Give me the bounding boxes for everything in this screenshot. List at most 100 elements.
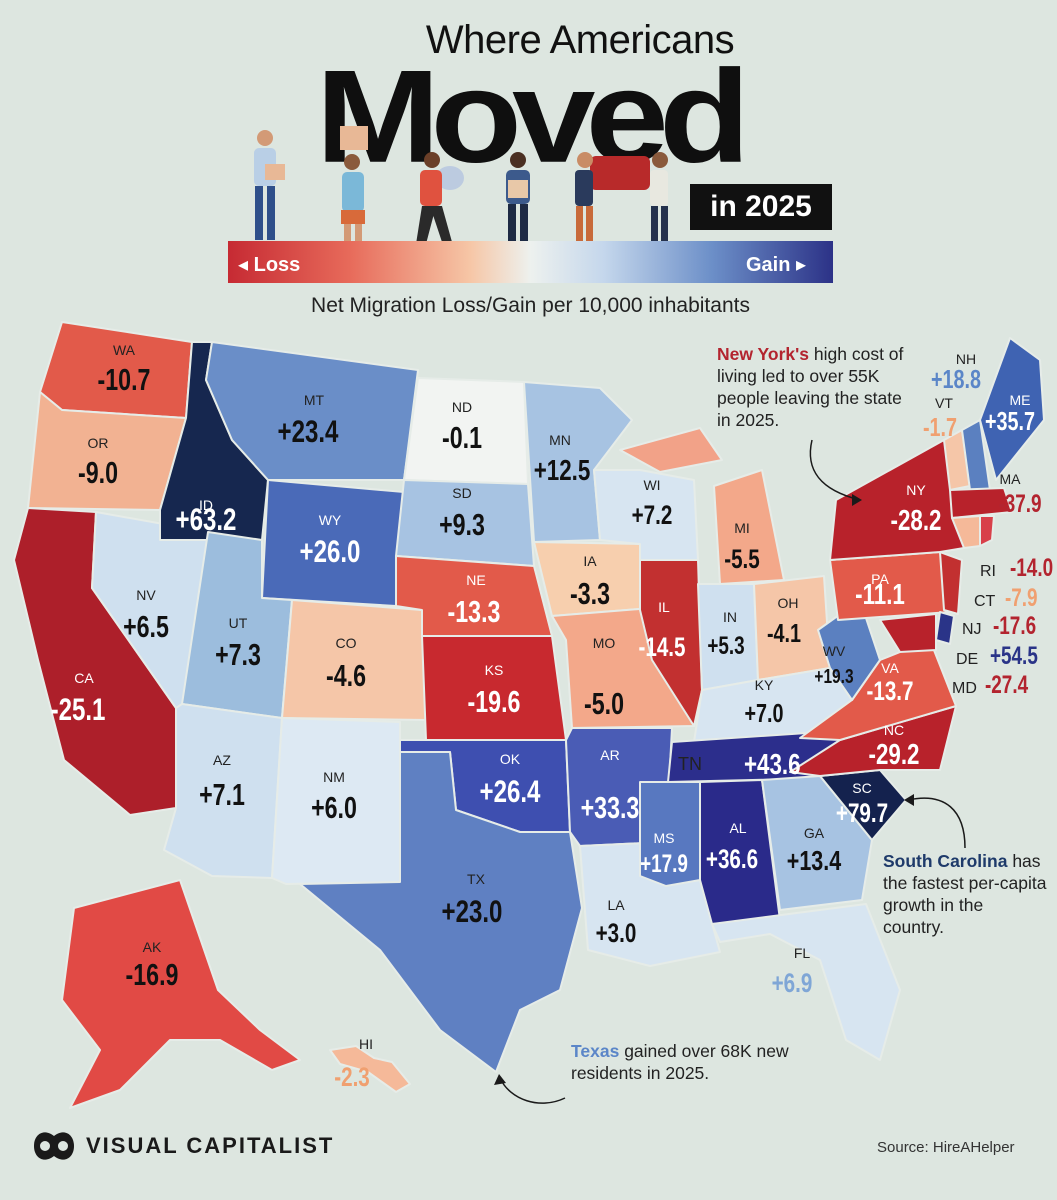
state-abbr-sc: SC — [852, 780, 871, 796]
state-value-ms: +17.9 — [640, 850, 688, 878]
state-ri — [979, 515, 995, 547]
state-ms — [639, 781, 701, 887]
state-value-mo: -5.0 — [584, 687, 624, 721]
tx-annotation-text: gained over 68K new residents in 2025. — [571, 1041, 789, 1083]
ny-annotation-highlight: New York's — [717, 344, 810, 364]
state-abbr-mt: MT — [304, 392, 325, 408]
state-abbr-md: MD — [952, 680, 977, 697]
state-value-ok: +26.4 — [480, 774, 541, 809]
state-abbr-vt: VT — [935, 395, 953, 411]
state-abbr-az: AZ — [213, 752, 231, 768]
state-abbr-wi: WI — [643, 477, 660, 493]
state-abbr-wa: WA — [113, 342, 136, 358]
state-abbr-hi: HI — [359, 1036, 373, 1052]
state-abbr-la: LA — [607, 897, 625, 913]
state-ga — [761, 775, 873, 911]
state-value-wi: +7.2 — [632, 500, 673, 530]
person-with-box-2-icon — [340, 126, 368, 242]
state-value-nd: -0.1 — [442, 421, 482, 455]
state-value-pa: -11.1 — [855, 577, 905, 611]
state-value-il: -14.5 — [638, 632, 685, 662]
state-value-wa: -10.7 — [98, 363, 151, 397]
state-value-mi: -5.5 — [724, 544, 760, 574]
state-abbr-nd: ND — [452, 399, 472, 415]
title-main: Moved — [315, 42, 750, 190]
state-value-ny: -28.2 — [891, 503, 942, 537]
state-value-tn: +43.6 — [744, 747, 801, 781]
state-fl — [711, 903, 901, 1061]
ny-annotation-arrow — [809, 439, 861, 501]
state-value-hi: -2.3 — [334, 1062, 370, 1092]
state-abbr-in: IN — [723, 609, 737, 625]
state-value-nc: -29.2 — [869, 737, 920, 771]
state-abbr-ks: KS — [485, 662, 504, 678]
map-subtitle: Net Migration Loss/Gain per 10,000 inhab… — [311, 294, 750, 317]
legend-gradient-bar — [228, 241, 833, 283]
ny-annotation: New York's high cost of living led to ov… — [717, 343, 912, 431]
sc-arrow-head-icon — [904, 794, 914, 806]
state-value-ky: +7.0 — [744, 698, 783, 727]
state-abbr-nj: NJ — [962, 621, 982, 638]
state-value-nh: +18.8 — [931, 364, 981, 393]
ny-annotation-text: high cost of living led to over 55K peop… — [717, 344, 904, 430]
state-abbr-or: OR — [88, 435, 109, 451]
state-value-me: +35.7 — [985, 406, 1035, 435]
state-value-ut: +7.3 — [215, 638, 261, 672]
state-value-ma: -37.9 — [998, 490, 1041, 518]
state-value-la: +3.0 — [596, 918, 637, 948]
state-abbr-wv: WV — [823, 643, 846, 659]
state-abbr-ny: NY — [906, 482, 926, 498]
sc-annotation-arrow — [907, 797, 966, 849]
state-me — [979, 337, 1045, 481]
state-value-ri: -14.0 — [1010, 554, 1053, 582]
state-abbr-mn: MN — [549, 432, 571, 448]
state-value-va: -13.7 — [866, 676, 913, 706]
state-abbr-nc: NC — [884, 722, 904, 738]
state-value-vt: -1.7 — [923, 412, 957, 441]
legend-gain-label: Gain ▸ — [746, 254, 807, 276]
tx-annotation-highlight: Texas — [571, 1041, 620, 1061]
state-abbr-ia: IA — [583, 553, 597, 569]
state-abbr-co: CO — [336, 635, 357, 651]
ny-arrow-head-icon — [852, 494, 862, 506]
state-ma — [949, 487, 1013, 519]
state-value-fl: +6.9 — [772, 968, 813, 998]
state-md — [879, 613, 937, 653]
state-abbr-sd: SD — [452, 485, 471, 501]
state-abbr-ct: CT — [974, 593, 996, 610]
state-value-sc: +79.7 — [836, 798, 888, 828]
state-abbr-ne: NE — [466, 572, 485, 588]
person-with-box-4-icon — [506, 152, 530, 242]
state-value-wv: +19.3 — [814, 665, 853, 687]
state-abbr-id: ID — [199, 497, 213, 513]
state-hi — [329, 1045, 411, 1093]
state-abbr-fl: FL — [794, 945, 811, 961]
sc-annotation-text: has the fastest per-capita growth in the… — [883, 851, 1047, 937]
state-value-mt: +23.4 — [278, 414, 339, 449]
tx-annotation: Texas gained over 68K new residents in 2… — [571, 1040, 796, 1084]
state-nj — [939, 551, 963, 615]
state-abbr-ak: AK — [143, 939, 162, 955]
state-abbr-me: ME — [1010, 392, 1031, 408]
state-abbr-ok: OK — [500, 751, 521, 767]
state-abbr-mi: MI — [734, 520, 750, 536]
state-value-al: +36.6 — [706, 844, 758, 874]
sc-annotation: South Carolina has the fastest per-capit… — [883, 850, 1048, 938]
state-value-ct: -7.9 — [1005, 584, 1038, 612]
state-tx — [299, 751, 583, 1073]
state-value-ne: -13.3 — [448, 595, 501, 629]
state-abbr-va: VA — [881, 660, 899, 676]
state-abbr-tn: TN — [678, 754, 702, 774]
state-abbr-de: DE — [956, 651, 978, 668]
state-value-tx: +23.0 — [442, 894, 503, 929]
state-value-ga: +13.4 — [787, 845, 841, 876]
state-value-md: -27.4 — [985, 671, 1029, 699]
state-abbr-ca: CA — [74, 670, 94, 686]
state-abbr-tx: TX — [467, 871, 486, 887]
legend-loss-label: ◂ Loss — [238, 254, 301, 276]
state-value-id: +63.2 — [176, 502, 237, 537]
state-value-ar: +33.3 — [581, 791, 640, 825]
state-value-nv: +6.5 — [123, 610, 169, 644]
state-abbr-ms: MS — [654, 830, 675, 846]
